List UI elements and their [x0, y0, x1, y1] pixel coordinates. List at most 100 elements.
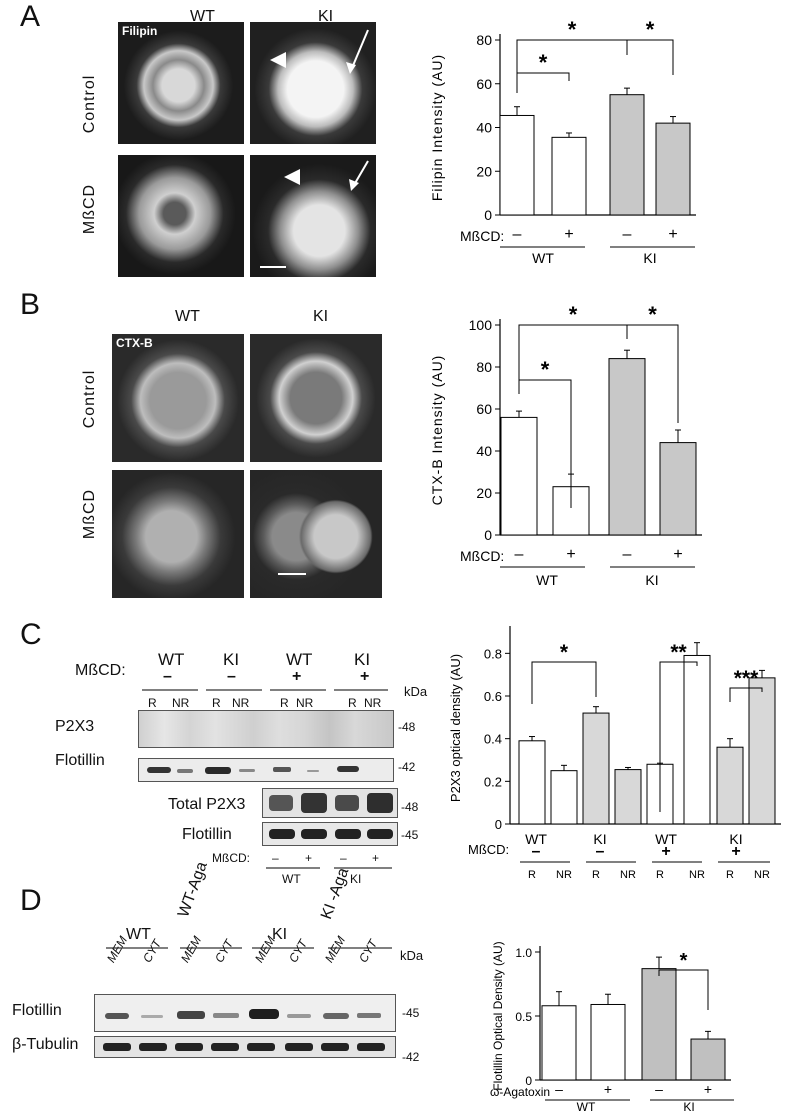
bar	[541, 1005, 577, 1081]
x-tick-label: –	[513, 226, 522, 243]
group-label: WT	[655, 831, 677, 847]
panel-b-letter: B	[20, 288, 41, 321]
x-tick-label: –	[532, 843, 541, 860]
y-axis-label: P2X3 optical density (AU)	[448, 654, 463, 802]
treatment-label: ω-Agatoxin	[490, 1085, 550, 1099]
panel-c-total-treat-label: MßCD:	[212, 851, 250, 865]
significance-bracket	[658, 969, 709, 1010]
lane-label: CYT	[356, 937, 381, 965]
y-tick-label: 0	[495, 817, 502, 832]
x-tick-label: –	[555, 1081, 563, 1097]
treatment-label: MßCD:	[460, 548, 504, 564]
panel-d-kda: kDa	[400, 948, 424, 963]
group-label: KI	[593, 831, 606, 847]
bar	[551, 136, 587, 216]
panel-c-group-lines	[142, 689, 388, 691]
panel-c-row-total-p2x3: Total P2X3	[168, 796, 246, 813]
x-tick-label: –	[596, 843, 605, 860]
lane-label: NR	[172, 696, 190, 710]
x-tick-label: +	[604, 1081, 612, 1097]
significance-label: *	[541, 357, 550, 382]
lane-label: R	[280, 696, 289, 710]
bar	[550, 770, 578, 825]
y-tick-label: 0.8	[484, 646, 502, 661]
fraction-label: R	[592, 869, 600, 881]
treatment-label: MßCD:	[460, 228, 504, 244]
y-tick-label: 0.4	[484, 732, 502, 747]
fraction-label: NR	[556, 869, 572, 881]
significance-label: *	[680, 950, 688, 972]
group-label: WT	[536, 572, 558, 588]
group-label: KI	[683, 1100, 694, 1112]
lane-label: NR	[232, 696, 250, 710]
panel-a-image-wt-mbcd	[118, 155, 244, 277]
panel-c-group-3: WT	[286, 650, 313, 669]
significance-bracket	[626, 324, 679, 423]
panel-c-row-total-flotillin: Flotillin	[182, 826, 232, 843]
panel-b-image-wt-mbcd	[112, 470, 244, 598]
panel-a-image-wt-control: Filipin	[118, 22, 244, 144]
x-tick-label: +	[564, 226, 573, 243]
panel-a-col-ki: KI	[318, 8, 334, 25]
bar	[716, 746, 744, 825]
x-tick-label: +	[566, 546, 575, 563]
y-tick-label: 0	[484, 207, 492, 223]
significance-label: *	[539, 50, 548, 75]
bar	[641, 968, 677, 1081]
y-tick-label: 40	[476, 443, 492, 459]
y-tick-label: 0	[525, 1074, 532, 1088]
blot-p2x3	[138, 710, 394, 748]
x-tick-label: +	[704, 1081, 712, 1097]
panel-a-image-ki-mbcd	[250, 155, 376, 277]
y-tick-label: 1.0	[515, 946, 532, 960]
fraction-label: NR	[620, 869, 636, 881]
group-label: WT	[577, 1100, 596, 1112]
lane-label: CYT	[286, 937, 311, 965]
panel-c-marker-3: -48	[401, 800, 419, 814]
group-label: KI	[645, 572, 658, 588]
bar	[608, 358, 646, 536]
fraction-label: NR	[754, 869, 770, 881]
lane-label: R	[348, 696, 357, 710]
panel-c-total-lines	[266, 867, 392, 869]
bar	[500, 416, 538, 536]
x-tick-label: +	[668, 226, 677, 243]
significance-label: *	[560, 641, 569, 664]
bar	[655, 122, 691, 216]
panel-c-group-4: KI	[354, 650, 371, 669]
fraction-label: NR	[689, 869, 705, 881]
arrowhead-icon	[284, 169, 300, 185]
panel-c-row-p2x3: P2X3	[55, 718, 95, 735]
y-tick-label: 100	[469, 317, 493, 333]
significance-bracket	[626, 39, 674, 75]
y-axis-label: Flotillin Optical Density (AU)	[491, 941, 505, 1090]
bar	[552, 486, 590, 536]
panel-b-col-wt: WT	[175, 308, 200, 325]
arrow-head-icon	[346, 62, 356, 74]
x-tick-label: +	[661, 843, 670, 860]
panel-c-sign-1: –	[163, 668, 172, 685]
panel-b-image-ki-control	[250, 334, 382, 462]
fraction-label: R	[726, 869, 734, 881]
significance-bracket	[516, 39, 628, 75]
bar	[609, 94, 645, 216]
x-tick-label: +	[731, 843, 740, 860]
panel-c-sign-2: –	[227, 668, 236, 685]
bar	[748, 677, 776, 825]
x-tick-label: +	[673, 546, 682, 563]
panel-b-col-ki: KI	[313, 308, 329, 325]
panel-b-stain-label: CTX-B	[116, 336, 153, 350]
panel-d-marker-2: -42	[402, 1050, 420, 1064]
group-label: KI	[729, 831, 742, 847]
panel-c-group-1: WT	[158, 650, 185, 669]
group-label: KI	[643, 250, 656, 266]
bar	[590, 1003, 626, 1081]
y-tick-label: 80	[476, 359, 492, 375]
panel-d-letter: D	[20, 884, 42, 917]
panel-c-total-sign-1: –	[272, 851, 279, 865]
panel-a-letter: A	[20, 0, 41, 33]
chart-b: 0 20 40 60 80 100 CTX-B Intensity (AU) * * * MßCD:…	[429, 305, 702, 588]
bar	[683, 654, 711, 825]
significance-bracket	[729, 687, 763, 702]
